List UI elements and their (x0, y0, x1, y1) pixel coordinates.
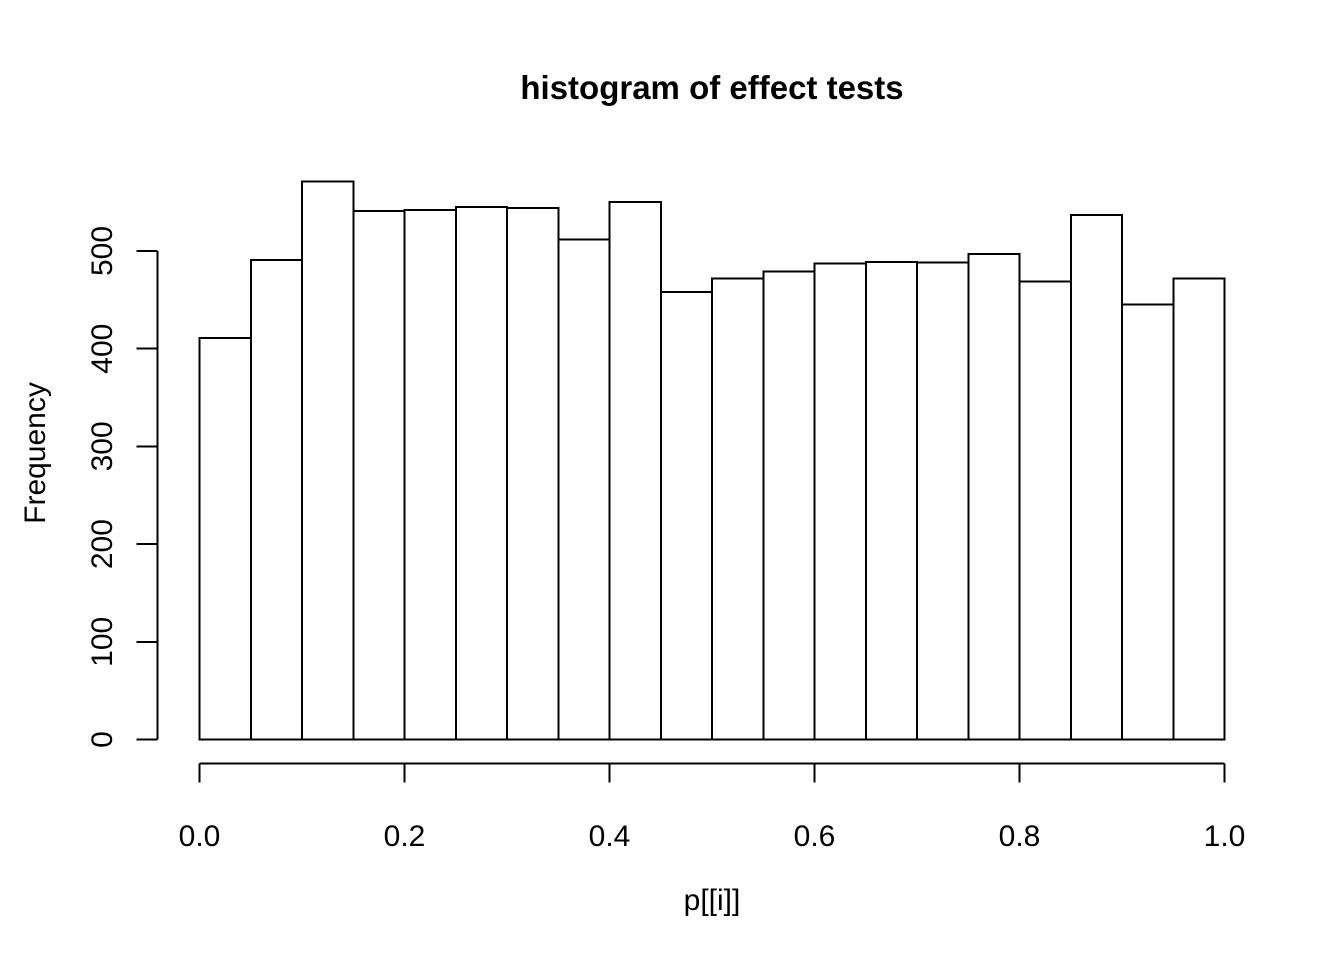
histogram-bar-0.45-0.5 (659, 291, 713, 741)
histogram-bar-0.15-0.2 (352, 209, 406, 741)
histogram-bar-0.5-0.55 (711, 277, 765, 741)
x-tick-label-0.6: 0.6 (794, 820, 836, 853)
histogram-bar-0.55-0.6 (762, 270, 816, 741)
x-axis-label: p[[i]] (684, 884, 741, 917)
x-axis: 0.0 0.2 0.4 0.6 0.8 1.0 (179, 762, 1246, 853)
y-tick-label-100: 100 (86, 617, 119, 667)
x-tick-label-0.4: 0.4 (589, 820, 631, 853)
y-axis: 0 100 200 300 400 500 (86, 226, 159, 748)
histogram-bar-0.65-0.7 (864, 260, 918, 741)
y-tick-label-500: 500 (86, 226, 119, 276)
x-tick-label-0.8: 0.8 (999, 820, 1041, 853)
x-tick-label-1.0: 1.0 (1204, 820, 1246, 853)
histogram-bar-0.4-0.45 (608, 201, 662, 741)
bars-group (198, 180, 1226, 741)
y-tick-label-200: 200 (86, 519, 119, 569)
x-tick-label-0.2: 0.2 (384, 820, 426, 853)
histogram-bar-0.25-0.3 (454, 206, 508, 741)
y-axis-label: Frequency (19, 382, 52, 524)
histogram-bar-0.85-0.9 (1069, 213, 1123, 741)
histogram-bar-0.1-0.15 (301, 180, 355, 741)
histogram-bar-0.95-1 (1172, 277, 1226, 741)
histogram-bar-0.35-0.4 (557, 238, 611, 741)
histogram-bar-0.05-0.1 (249, 258, 303, 741)
histogram-bar-0.75-0.8 (967, 252, 1021, 741)
histogram-bar-0.8-0.85 (1018, 280, 1072, 741)
y-tick-label-0: 0 (86, 731, 119, 748)
histogram-bar-0.7-0.75 (916, 261, 970, 741)
histogram-bar-0.6-0.65 (813, 262, 867, 741)
y-tick-label-400: 400 (86, 324, 119, 374)
y-tick-label-300: 300 (86, 421, 119, 471)
histogram-bar-0-0.05 (198, 336, 252, 741)
histogram-bar-0.2-0.25 (403, 208, 457, 741)
histogram-bar-0.3-0.35 (506, 207, 560, 741)
x-tick-label-0.0: 0.0 (179, 820, 221, 853)
histogram-bar-0.9-0.95 (1121, 303, 1175, 741)
chart-title: histogram of effect tests (520, 69, 903, 106)
